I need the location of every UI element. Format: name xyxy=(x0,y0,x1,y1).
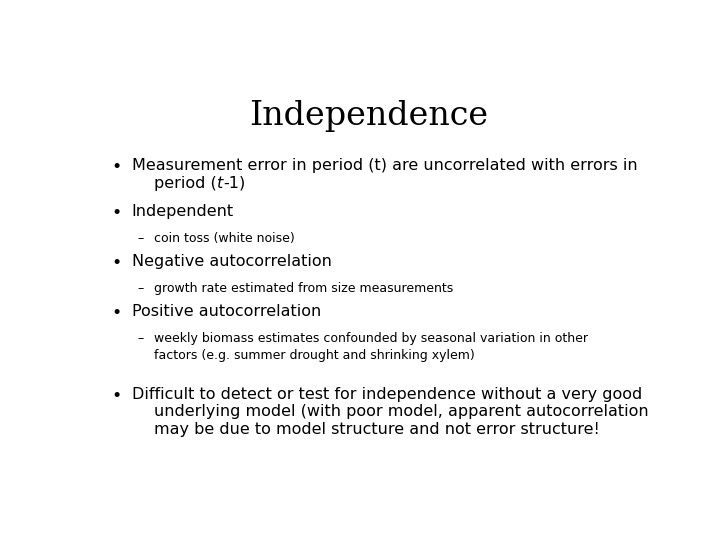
Text: •: • xyxy=(111,387,122,404)
Text: growth rate estimated from size measurements: growth rate estimated from size measurem… xyxy=(154,282,454,295)
Text: •: • xyxy=(111,304,122,322)
Text: t: t xyxy=(217,176,223,191)
Text: may be due to model structure and not error structure!: may be due to model structure and not er… xyxy=(154,422,600,436)
Text: underlying model (with poor model, apparent autocorrelation: underlying model (with poor model, appar… xyxy=(154,404,649,419)
Text: •: • xyxy=(111,158,122,177)
Text: Positive autocorrelation: Positive autocorrelation xyxy=(132,304,321,319)
Text: Measurement error in period (t) are uncorrelated with errors in: Measurement error in period (t) are unco… xyxy=(132,158,637,173)
Text: –: – xyxy=(138,282,144,295)
Text: •: • xyxy=(111,204,122,222)
Text: Independent: Independent xyxy=(132,204,234,219)
Text: Negative autocorrelation: Negative autocorrelation xyxy=(132,254,332,269)
Text: •: • xyxy=(111,254,122,272)
Text: Independence: Independence xyxy=(249,100,489,132)
Text: coin toss (white noise): coin toss (white noise) xyxy=(154,232,295,245)
Text: –: – xyxy=(138,332,144,345)
Text: -1): -1) xyxy=(223,176,246,191)
Text: period (: period ( xyxy=(154,176,217,191)
Text: Difficult to detect or test for independence without a very good: Difficult to detect or test for independ… xyxy=(132,387,642,402)
Text: weekly biomass estimates confounded by seasonal variation in other
factors (e.g.: weekly biomass estimates confounded by s… xyxy=(154,332,588,362)
Text: –: – xyxy=(138,232,144,245)
